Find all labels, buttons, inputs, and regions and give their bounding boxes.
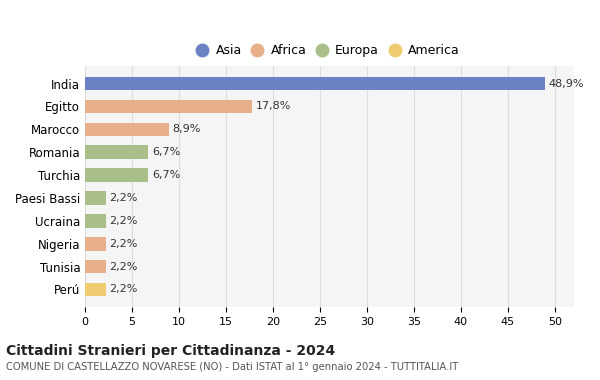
Text: 6,7%: 6,7% <box>152 170 180 180</box>
Text: 2,2%: 2,2% <box>110 261 138 272</box>
Text: 2,2%: 2,2% <box>110 216 138 226</box>
Bar <box>85 146 148 159</box>
Bar <box>85 77 545 90</box>
Bar <box>85 168 148 182</box>
Text: 2,2%: 2,2% <box>110 285 138 294</box>
Text: 6,7%: 6,7% <box>152 147 180 157</box>
Text: 17,8%: 17,8% <box>256 101 292 111</box>
Text: COMUNE DI CASTELLAZZO NOVARESE (NO) - Dati ISTAT al 1° gennaio 2024 - TUTTITALIA: COMUNE DI CASTELLAZZO NOVARESE (NO) - Da… <box>6 363 458 372</box>
Text: 2,2%: 2,2% <box>110 239 138 249</box>
Bar <box>85 283 106 296</box>
Bar <box>85 237 106 250</box>
Bar <box>85 214 106 228</box>
Text: 2,2%: 2,2% <box>110 193 138 203</box>
Text: 8,9%: 8,9% <box>172 124 201 135</box>
Legend: Asia, Africa, Europa, America: Asia, Africa, Europa, America <box>196 41 463 61</box>
Bar <box>85 100 253 113</box>
Bar <box>85 191 106 205</box>
Bar <box>85 122 169 136</box>
Bar <box>85 260 106 274</box>
Text: 48,9%: 48,9% <box>548 79 584 89</box>
Text: Cittadini Stranieri per Cittadinanza - 2024: Cittadini Stranieri per Cittadinanza - 2… <box>6 344 335 358</box>
